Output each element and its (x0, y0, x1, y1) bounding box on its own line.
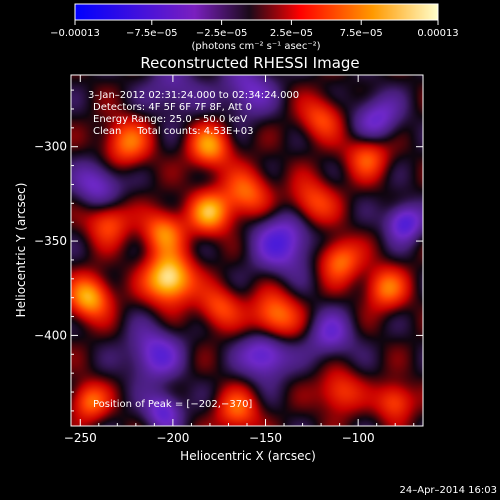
x-tick-label: −100 (342, 431, 375, 445)
colorbar-tick-label: 2.5e−05 (270, 28, 313, 39)
y-tick-label: −350 (34, 234, 67, 248)
heatmap-image (71, 75, 423, 426)
colorbar-tick-label: 0.00013 (417, 28, 458, 39)
annotation-detectors: Detectors: 4F 5F 6F 7F 8F, Att 0 (93, 102, 252, 113)
annotation-clean-counts: Clean Total counts: 4.53E+03 (93, 126, 253, 137)
colorbar-tick-label: −2.5e−05 (196, 28, 248, 39)
x-tick-label: −150 (249, 431, 282, 445)
annotation-time-range: 3–Jan–2012 02:31:24.000 to 02:34:24.000 (88, 90, 299, 101)
chart-title: Reconstructed RHESSI Image (140, 54, 359, 72)
plot-area (70, 74, 424, 427)
x-tick-label: −200 (156, 431, 189, 445)
colorbar-gradient (75, 4, 438, 20)
colorbar: −0.00013 −7.5e−05 −2.5e−05 2.5e−05 7.5e−05 0.… (50, 3, 459, 52)
colorbar-frame (74, 3, 439, 21)
colorbar-tick-label: −7.5e−05 (126, 28, 178, 39)
colorbar-tick-label: 7.5e−05 (340, 28, 383, 39)
colorbar-tick-label: −0.00013 (50, 28, 100, 39)
colorbar-unit-label: (photons cm⁻² s⁻¹ asec⁻²) (191, 41, 320, 52)
x-tick-label: −250 (64, 431, 97, 445)
x-axis: −250 −200 −150 −100 (64, 75, 415, 445)
colorbar-ticks (74, 20, 439, 25)
y-axis: −300 −350 −400 (34, 89, 423, 412)
peak-position-label: Position of Peak = [−202,−370] (93, 399, 252, 410)
y-tick-label: −400 (34, 328, 67, 342)
annotation-energy-range: Energy Range: 25.0 – 50.0 keV (93, 114, 247, 125)
x-axis-label: Heliocentric X (arcsec) (180, 449, 316, 463)
timestamp: 24–Apr–2014 16:03 (400, 485, 497, 496)
y-axis-label: Heliocentric Y (arcsec) (14, 183, 28, 318)
y-tick-label: −300 (34, 140, 67, 154)
colorbar-tick-labels: −0.00013 −7.5e−05 −2.5e−05 2.5e−05 7.5e−05 0.… (50, 28, 459, 39)
annotation-block: 3–Jan–2012 02:31:24.000 to 02:34:24.000 … (88, 90, 299, 137)
